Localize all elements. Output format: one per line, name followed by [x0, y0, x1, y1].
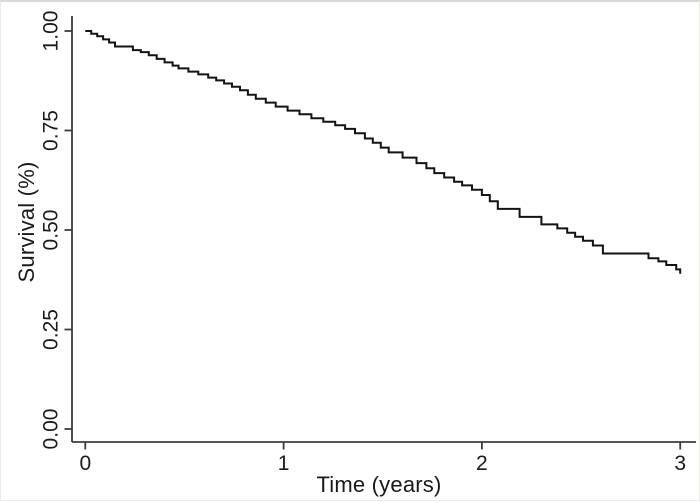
x-tick-label: 1 — [278, 452, 290, 475]
x-tick-label: 2 — [476, 452, 488, 475]
y-tick-label: 0.25 — [40, 309, 63, 350]
y-tick-label: 1.00 — [40, 11, 63, 52]
y-tick-label: 0.75 — [40, 110, 63, 151]
y-axis-title: Survival (%) — [14, 161, 39, 283]
x-tick-label: 0 — [79, 452, 91, 475]
y-tick-label: 0.00 — [40, 409, 63, 450]
x-axis-title: Time (years) — [316, 472, 442, 497]
y-tick-label: 0.50 — [40, 210, 63, 251]
survival-curve — [85, 30, 682, 274]
x-tick-label: 3 — [674, 452, 686, 475]
